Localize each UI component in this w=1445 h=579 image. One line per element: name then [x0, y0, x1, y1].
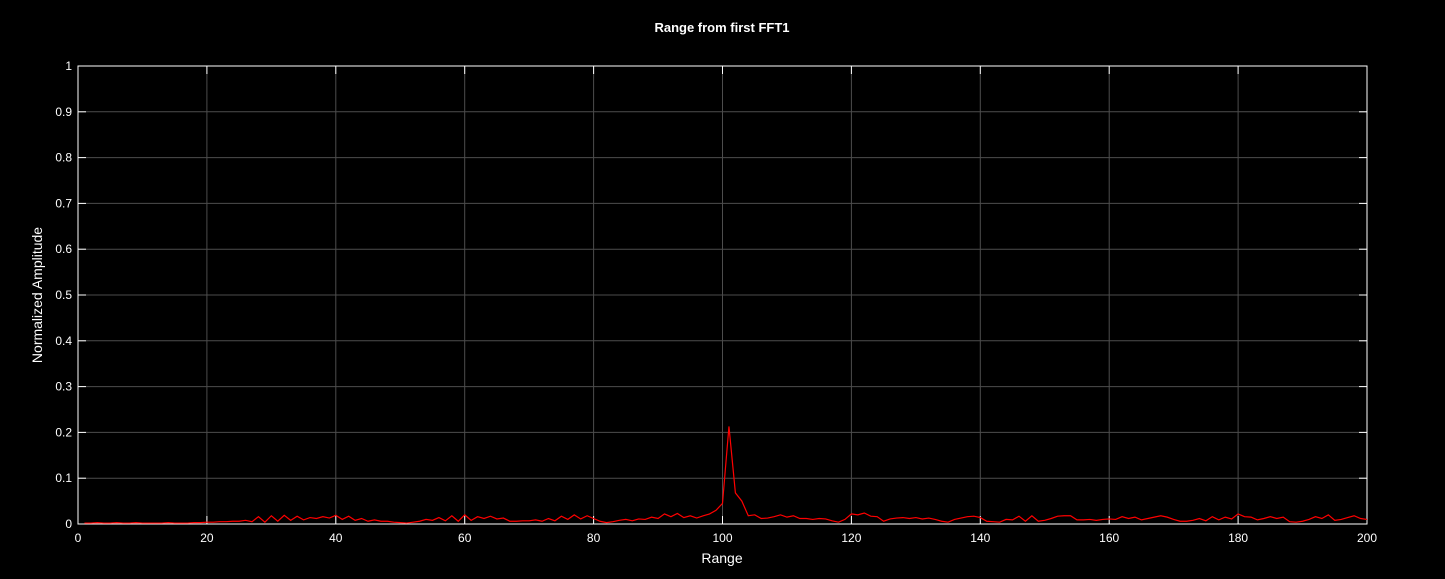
x-tick-label: 160	[1099, 531, 1119, 545]
y-tick-label: 0.5	[55, 288, 72, 302]
x-tick-label: 20	[200, 531, 214, 545]
x-tick-label: 180	[1228, 531, 1248, 545]
y-tick-label: 0.3	[55, 380, 72, 394]
y-axis-label: Normalized Amplitude	[29, 227, 45, 363]
chart-title: Range from first FFT1	[654, 20, 789, 35]
y-tick-label: 0.9	[55, 105, 72, 119]
x-tick-label: 200	[1357, 531, 1377, 545]
y-tick-label: 0.6	[55, 242, 72, 256]
x-tick-label: 120	[841, 531, 861, 545]
grid	[78, 66, 1367, 524]
y-tick-label: 0	[65, 517, 72, 531]
y-tick-label: 0.1	[55, 471, 72, 485]
y-tick-label: 0.8	[55, 151, 72, 165]
y-tick-label: 0.4	[55, 334, 72, 348]
y-tick-label: 1	[65, 59, 72, 73]
x-tick-label: 40	[329, 531, 343, 545]
x-tick-label: 100	[712, 531, 732, 545]
x-axis-label: Range	[701, 550, 742, 566]
y-tick-label: 0.2	[55, 425, 72, 439]
x-tick-label: 80	[587, 531, 601, 545]
x-tick-label: 140	[970, 531, 990, 545]
x-axis: 0 20 40 60 80 100 120 140 160 180 200	[75, 66, 1377, 545]
y-axis: 0 0.1 0.2 0.3 0.4 0.5 0.6 0.7 0.8 0.9 1	[55, 59, 1367, 531]
x-tick-label: 60	[458, 531, 472, 545]
y-tick-label: 0.7	[55, 196, 72, 210]
series-line	[84, 426, 1368, 524]
x-tick-label: 0	[75, 531, 82, 545]
